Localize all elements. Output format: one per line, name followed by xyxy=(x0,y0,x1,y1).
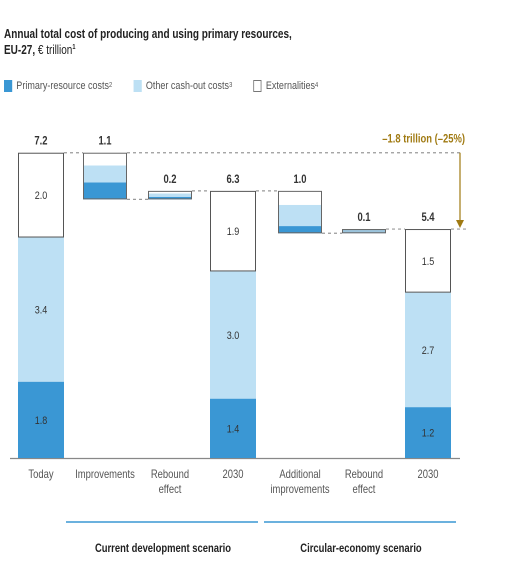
bar-label-other-2: 2.7 xyxy=(422,345,435,357)
bar-total-0: 7.2 xyxy=(34,135,47,148)
chart-title: Annual total cost of producing and using… xyxy=(4,26,292,58)
step-label-3: 0.1 xyxy=(357,211,370,224)
legend-label-primary: Primary-resource costs xyxy=(16,80,110,92)
category-label-5: Rebound effect xyxy=(345,468,383,496)
bar-externalities-0 xyxy=(18,152,64,238)
bar-externalities-2 xyxy=(405,229,451,293)
annotation-arrow-head xyxy=(456,220,464,229)
step-outline-2 xyxy=(278,190,322,234)
step-label-2: 1.0 xyxy=(293,173,306,186)
scenario-label-0: Current development scenario xyxy=(95,542,231,555)
bar-other-2 xyxy=(405,292,451,408)
bar-label-primary-2: 1.2 xyxy=(422,428,435,440)
bar-primary-2 xyxy=(405,407,451,458)
step-outline-0 xyxy=(83,152,127,200)
bar-label-externalities-2: 1.5 xyxy=(422,256,435,268)
title-unit: € trillion xyxy=(37,43,73,57)
bar-externalities-1 xyxy=(210,190,256,272)
legend-item-other: Other cash-out costs 3 xyxy=(133,80,232,92)
category-label-0: Today xyxy=(28,468,54,481)
step-seg-3-0 xyxy=(342,229,386,234)
step-seg-0-2 xyxy=(83,152,127,166)
title-line-2: EU-27, xyxy=(4,43,36,57)
step-seg-1-1 xyxy=(148,193,192,197)
annotation-label: –1.8 trillion (–25%) xyxy=(382,133,465,146)
bar-total-1: 6.3 xyxy=(226,173,239,186)
bar-primary-0 xyxy=(18,381,64,458)
scenario-label-1: Circular-economy scenario xyxy=(300,542,421,555)
legend-item-externalities: Externalities 4 xyxy=(253,80,318,92)
legend-swatch-other xyxy=(133,80,142,92)
category-label-4: Additional improvements xyxy=(270,468,329,496)
legend-label-externalities: Externalities xyxy=(265,80,316,92)
legend-swatch-externalities xyxy=(253,80,262,92)
legend-swatch-primary xyxy=(4,80,13,92)
bar-primary-1 xyxy=(210,398,256,458)
bar-label-externalities-0: 2.0 xyxy=(35,190,48,202)
step-seg-2-0 xyxy=(278,226,322,234)
step-label-1: 0.2 xyxy=(163,173,176,186)
bar-label-externalities-1: 1.9 xyxy=(227,226,240,238)
step-label-0: 1.1 xyxy=(98,135,111,148)
bar-label-primary-1: 1.4 xyxy=(227,424,240,436)
step-seg-0-1 xyxy=(83,165,127,183)
category-label-2: Rebound effect xyxy=(151,468,189,496)
bar-label-other-1: 3.0 xyxy=(227,330,240,342)
step-outline-1 xyxy=(148,190,192,200)
legend: Primary-resource costs 2 Other cash-out c… xyxy=(4,80,340,92)
title-line-1: Annual total cost of producing and using… xyxy=(4,27,292,41)
title-unit-note: 1 xyxy=(72,43,76,51)
bar-other-1 xyxy=(210,271,256,399)
step-seg-1-2 xyxy=(148,190,192,194)
bar-total-2: 5.4 xyxy=(421,211,434,224)
step-seg-0-0 xyxy=(83,182,127,200)
legend-item-primary: Primary-resource costs 2 xyxy=(4,80,112,92)
bar-other-0 xyxy=(18,237,64,382)
step-seg-2-2 xyxy=(278,190,322,205)
category-label-1: Improvements xyxy=(75,468,135,481)
bar-label-primary-0: 1.8 xyxy=(35,415,48,427)
step-seg-1-0 xyxy=(148,196,192,200)
category-label-6: 2030 xyxy=(418,468,439,481)
step-seg-2-1 xyxy=(278,204,322,227)
category-label-3: 2030 xyxy=(223,468,244,481)
legend-label-other: Other cash-out costs xyxy=(145,80,230,92)
bar-label-other-0: 3.4 xyxy=(35,305,48,317)
step-outline-3 xyxy=(342,229,386,234)
